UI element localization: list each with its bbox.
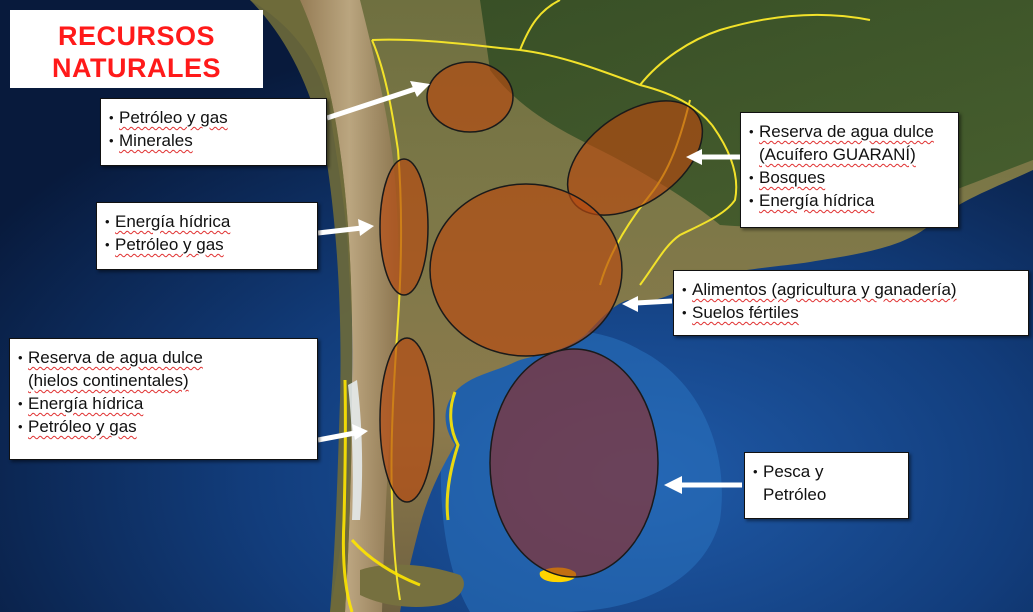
list-item: Pesca y [753, 460, 900, 483]
list-item: (hielos continentales) [28, 371, 189, 390]
list-item: Energía hídrica [749, 189, 950, 212]
list-item: Alimentos (agricultura y ganadería) [682, 278, 1024, 301]
arrow-northwest [326, 85, 419, 121]
list-item: Reserva de agua dulce [18, 346, 309, 369]
list-item: (Acuífero GUARANÍ) [759, 145, 916, 164]
list-item: Petróleo y gas [109, 106, 318, 129]
arrow-cuyo [317, 225, 363, 236]
list-item: Energía hídrica [18, 392, 309, 415]
zone-pampas [429, 183, 623, 357]
info-box-northeast: Reserva de agua dulce (Acuífero GUARANÍ)… [740, 112, 959, 228]
info-box-cuyo: Energía hídrica Petróleo y gas [96, 202, 318, 270]
tierra-del-fuego [360, 564, 464, 607]
info-box-northwest: Petróleo y gas Minerales [100, 98, 327, 166]
ice-fields [348, 380, 363, 520]
list-item: Energía hídrica [105, 210, 309, 233]
zone-sea [489, 348, 659, 578]
title-line-2: NATURALES [52, 53, 221, 83]
info-box-pampas: Alimentos (agricultura y ganadería) Suel… [673, 270, 1029, 336]
zone-northwest [426, 61, 514, 133]
zone-patagonia [379, 337, 435, 503]
arrow-pampas [635, 298, 673, 306]
zone-cuyo [379, 158, 429, 296]
list-item: Petróleo y gas [18, 415, 309, 438]
list-item: Reserva de agua dulce [749, 120, 950, 143]
title-line-1: RECURSOS [57, 21, 216, 51]
resource-zones [379, 61, 704, 503]
pointer-arrows [317, 81, 742, 494]
list-item: Minerales [109, 129, 318, 152]
list-item: Petróleo [763, 485, 827, 504]
arrow-patagonia [317, 430, 356, 443]
list-item: Petróleo y gas [105, 233, 309, 256]
list-item: Suelos fértiles [682, 301, 1024, 324]
coastline-highlight [341, 379, 460, 612]
andes-range [300, 0, 399, 612]
title-box: RECURSOS NATURALES [10, 10, 263, 88]
info-box-sea: Pesca y Petróleo [744, 452, 909, 519]
info-box-patagonia: Reserva de agua dulce (hielos continenta… [9, 338, 318, 460]
list-item: Bosques [749, 166, 950, 189]
